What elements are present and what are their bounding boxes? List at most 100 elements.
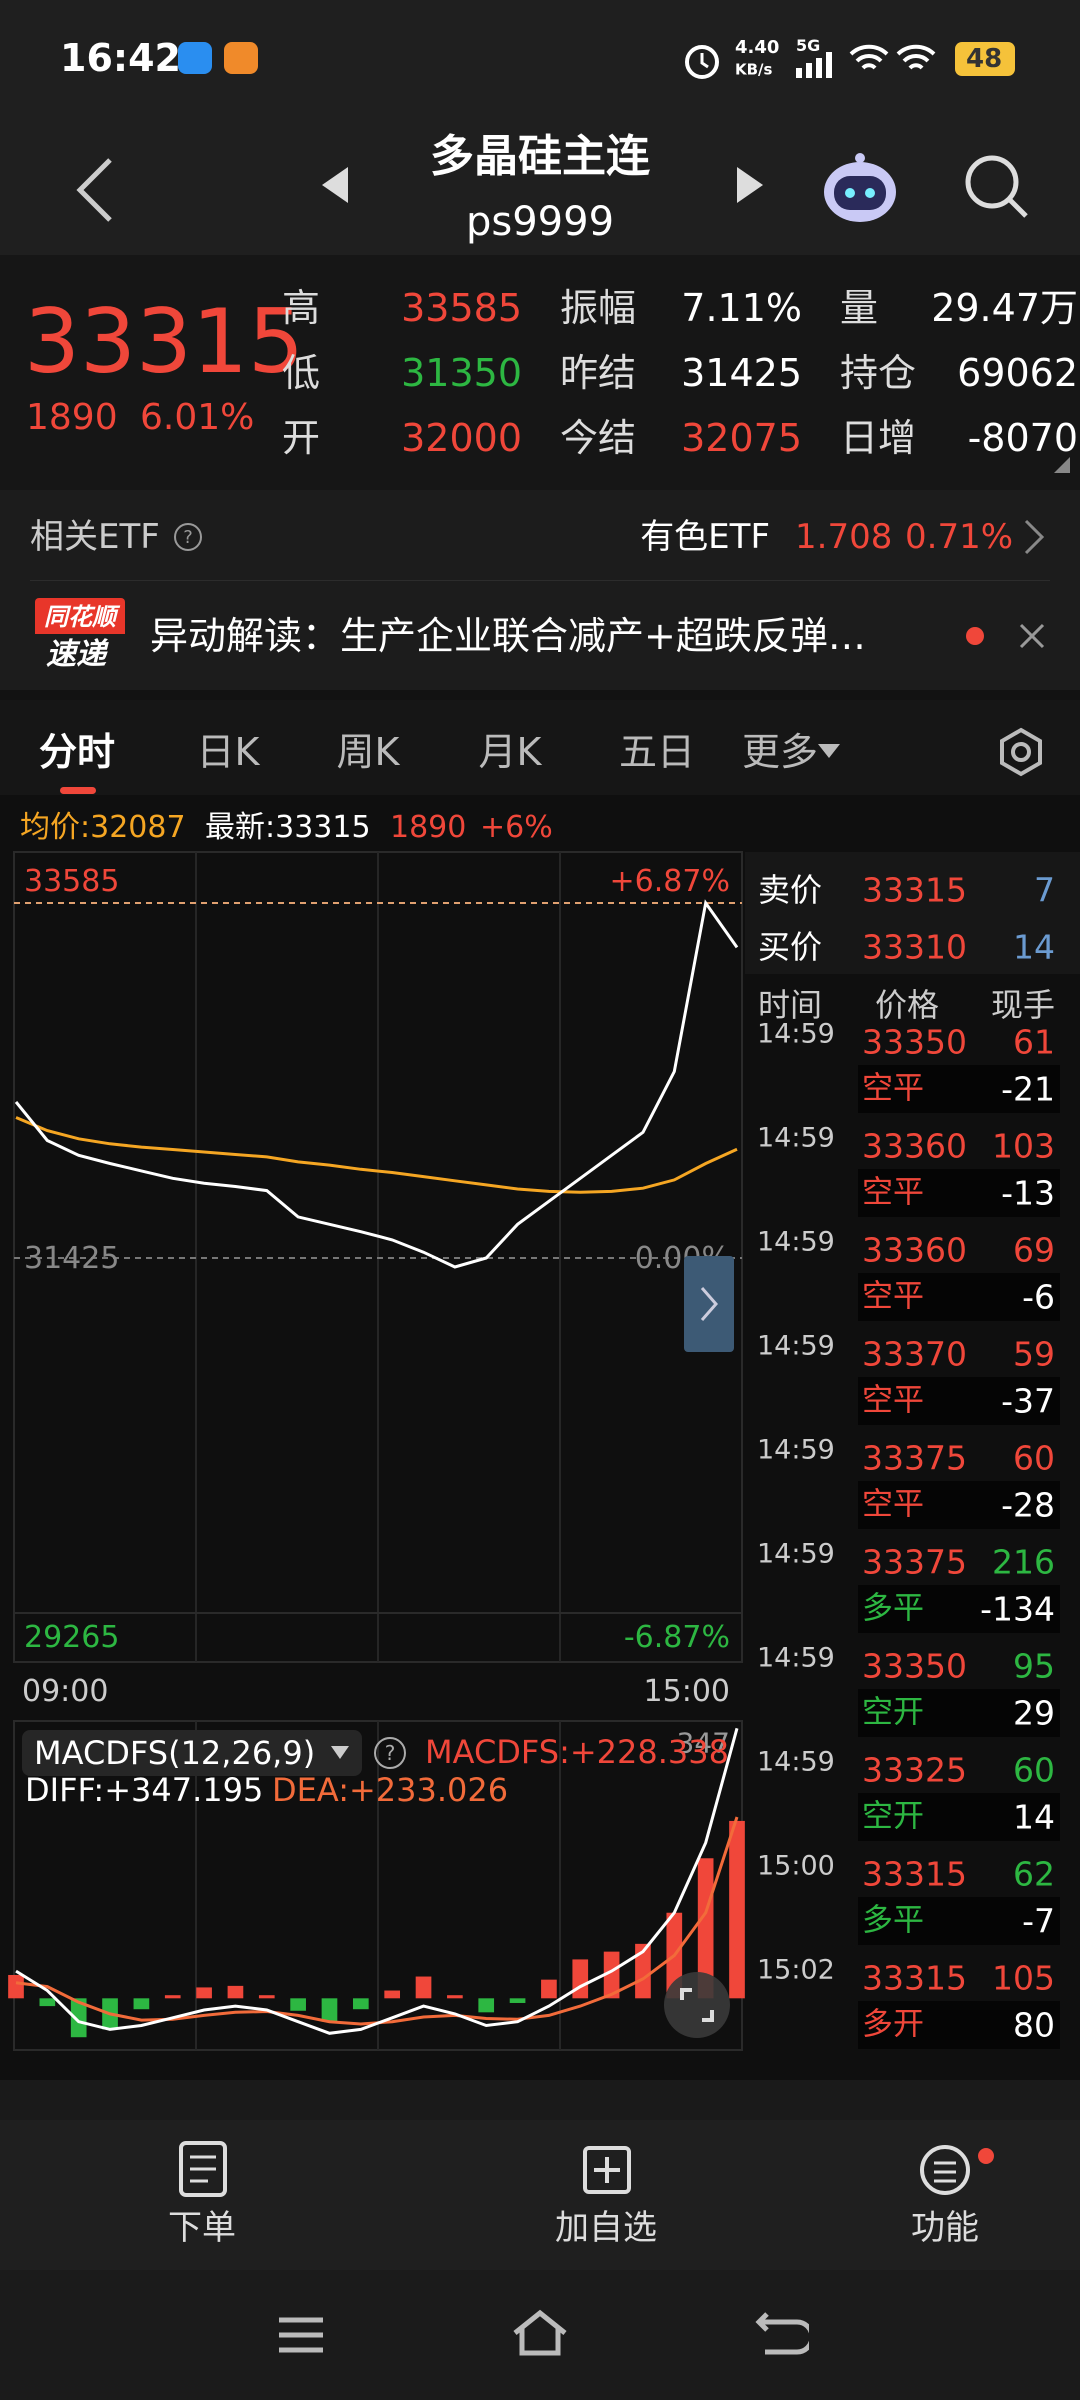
clock: 16:42: [60, 36, 181, 80]
net-speed-unit: KB/s: [735, 60, 773, 79]
macd-bar: [478, 1998, 495, 2013]
trade-delta: -6: [1022, 1277, 1055, 1317]
trade-price: 33360: [862, 1126, 967, 1166]
tab[interactable]: 日K: [196, 730, 260, 774]
trade-volume: 69: [1013, 1230, 1055, 1270]
tab[interactable]: 月K: [478, 730, 542, 774]
code: ps9999: [465, 199, 615, 245]
app-icon: [224, 42, 258, 74]
trade-type: 多平: [862, 1902, 924, 1939]
close-button[interactable]: [1018, 622, 1046, 650]
alarm-icon: [685, 45, 719, 79]
trade-price: 33370: [862, 1334, 967, 1374]
settings-button[interactable]: [996, 727, 1046, 777]
footer-label[interactable]: 功能: [911, 2208, 979, 2248]
function-icon[interactable]: [918, 2143, 972, 2197]
help-icon[interactable]: ?: [172, 521, 204, 553]
signal-icon: [796, 52, 832, 78]
field-label: 持仓: [840, 351, 917, 395]
trade-volume: 62: [1013, 1854, 1055, 1894]
trade-price: 33360: [862, 1230, 967, 1270]
tab[interactable]: 五日: [618, 730, 696, 774]
help-icon[interactable]: ?: [372, 1735, 408, 1771]
trade-delta: 14: [1013, 1797, 1055, 1837]
tab[interactable]: 分时: [38, 730, 116, 774]
bid-volume: 14: [1013, 927, 1055, 967]
readout: DEA:+233.026: [272, 1771, 509, 1809]
col-header: 现手: [990, 986, 1055, 1024]
field-value: 31425: [681, 351, 802, 395]
footer-label[interactable]: 加自选: [555, 2208, 657, 2248]
tab[interactable]: 更多: [741, 730, 819, 774]
trade-price: 33375: [862, 1542, 967, 1582]
latest-price: 最新:33315: [205, 810, 371, 845]
trade-type: 多平: [862, 1590, 924, 1627]
macd-bar: [697, 1858, 714, 1999]
prev-button[interactable]: [320, 165, 350, 205]
expand-button[interactable]: [684, 1256, 734, 1352]
badge-top-text: 同花顺: [44, 603, 116, 631]
trade-bg: [858, 1793, 1060, 1841]
trade-delta: -28: [1001, 1485, 1055, 1525]
search-button[interactable]: [962, 152, 1032, 222]
trade-time: 14:59: [757, 1226, 835, 1258]
watchlist-icon[interactable]: [582, 2145, 632, 2195]
next-button[interactable]: [735, 165, 765, 205]
field-label: 日增: [840, 416, 917, 460]
trade-time: 14:59: [757, 1122, 835, 1154]
trade-type: 空平: [862, 1070, 924, 1107]
trade-volume: 103: [992, 1126, 1055, 1166]
y-tick-label: 31425: [24, 1241, 119, 1276]
field-label: 开: [282, 416, 321, 460]
info-panel: [0, 490, 1080, 690]
trade-time: 15:00: [757, 1850, 835, 1882]
trade-volume: 59: [1013, 1334, 1055, 1374]
trade-bg: [858, 1481, 1060, 1529]
trade-price: 33315: [862, 1958, 967, 1998]
price-change: 1890: [26, 397, 118, 438]
field-value: 69062: [957, 351, 1078, 395]
corner-mark: [1054, 457, 1070, 473]
nav-bar: [0, 2270, 1080, 2400]
bid-label: 买价: [758, 928, 823, 966]
trade-time: 14:59: [757, 1434, 835, 1466]
back-button[interactable]: [70, 155, 120, 225]
macd-bar: [352, 1998, 369, 2010]
trade-price: 33315: [862, 1854, 967, 1894]
assistant-button[interactable]: [820, 150, 900, 226]
macd-bar: [729, 1820, 745, 1999]
menu-key[interactable]: [276, 2315, 326, 2355]
field-value: 29.47万: [931, 286, 1078, 330]
battery-level: 48: [966, 44, 1003, 74]
trade-time: 14:59: [757, 1642, 835, 1674]
trade-price: 33350: [862, 1646, 967, 1686]
macd-bar: [196, 1987, 212, 1999]
field-value: 32075: [681, 416, 802, 460]
trade-bg: [858, 1169, 1060, 1217]
etf-name[interactable]: 有色ETF: [640, 517, 770, 557]
field-value: 32000: [401, 416, 522, 460]
field-label: 量: [840, 286, 879, 330]
field-label: 低: [282, 351, 321, 395]
unread-dot: [978, 2148, 994, 2164]
tab[interactable]: 周K: [336, 730, 400, 774]
trade-price: 33375: [862, 1438, 967, 1478]
ask-price: 33315: [862, 870, 967, 910]
news-text[interactable]: 异动解读：生产企业联合减产+超跌反弹…: [150, 614, 866, 658]
quote-panel: [0, 255, 1080, 490]
divider: [30, 580, 1050, 581]
order-icon[interactable]: [178, 2140, 228, 2200]
footer-label[interactable]: 下单: [168, 2208, 236, 2248]
network-type: 5G: [796, 36, 821, 55]
trade-delta: -134: [980, 1589, 1055, 1629]
home-key[interactable]: [510, 2308, 570, 2358]
app-icon: [178, 42, 212, 74]
price-change-pct: 6.01%: [140, 397, 255, 438]
sub-tabs: [0, 2080, 1080, 2120]
macd-bar: [447, 1995, 463, 1999]
back-key[interactable]: [755, 2310, 809, 2356]
trade-time: 14:59: [757, 1538, 835, 1570]
fullscreen-button[interactable]: [662, 1970, 732, 2040]
indicator-select[interactable]: [22, 1730, 362, 1776]
